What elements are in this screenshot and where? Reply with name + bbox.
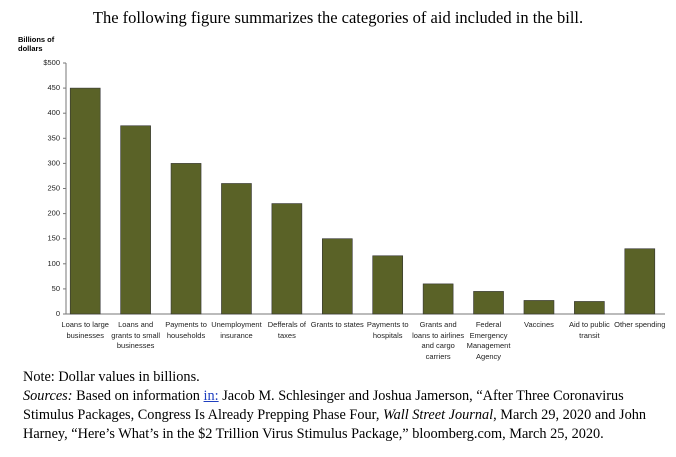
sources-text: , March 29, 2020 and John Harney, “Here’… [23, 407, 647, 442]
sources: Sources: Based on information in: Jacob … [23, 387, 671, 444]
bar [321, 238, 353, 315]
x-tick-label: Loans and grants to small businesses [111, 320, 161, 350]
bar [624, 248, 656, 315]
bar [473, 291, 504, 315]
y-tick-label: 100 [47, 259, 60, 268]
y-tick-label: 250 [47, 183, 60, 192]
y-tick-label: 150 [47, 234, 60, 243]
bar [120, 125, 151, 315]
x-tick-label: Aid to public transit [568, 320, 610, 340]
x-tick-label: Defferals of taxes [267, 320, 306, 340]
y-tick-label: 450 [47, 83, 60, 92]
x-tick-label: Vaccines [524, 320, 554, 329]
sources-link: in: [203, 388, 219, 404]
y-axis-label: Billions of dollars [18, 35, 55, 53]
bar [170, 163, 202, 315]
x-tick-label: Federal Emergency Management Agency [466, 320, 511, 361]
sources-text: Based on information [72, 388, 204, 404]
x-tick-label: Payments to households [165, 320, 207, 340]
intro: The following figure summarizes the cate… [92, 8, 584, 27]
x-tick-label: Payments to hospitals [366, 320, 409, 340]
sources-text: Jacob M. Schlesinger and Joshua Jamerson… [23, 388, 624, 423]
bar [523, 300, 555, 315]
x-tick-label: Grants to states [310, 320, 364, 329]
x-tick-label: Loans to large businesses [61, 320, 109, 340]
note: Note: Dollar values in billions. [23, 369, 200, 385]
x-tick-label: Unemployment insurance [211, 320, 262, 340]
y-tick-label: 50 [52, 284, 60, 293]
y-tick-label: 300 [47, 158, 60, 167]
y-tick-label: 0 [56, 309, 60, 318]
bar [271, 203, 303, 315]
bar [422, 283, 454, 315]
x-tick-label: Grants and loans to airlines and cargo c… [412, 320, 465, 361]
sources-journal: Wall Street Journal [383, 407, 494, 423]
y-tick-label: $500 [43, 58, 60, 67]
bar [372, 255, 404, 315]
y-tick-label: 400 [47, 108, 60, 117]
y-tick-label: 200 [47, 209, 60, 218]
bar [574, 301, 605, 315]
y-tick-label: 350 [47, 133, 60, 142]
bar [221, 183, 252, 315]
bar [69, 87, 101, 315]
x-tick-label: Other spending [614, 320, 666, 329]
sources-label: Sources: [23, 388, 73, 404]
